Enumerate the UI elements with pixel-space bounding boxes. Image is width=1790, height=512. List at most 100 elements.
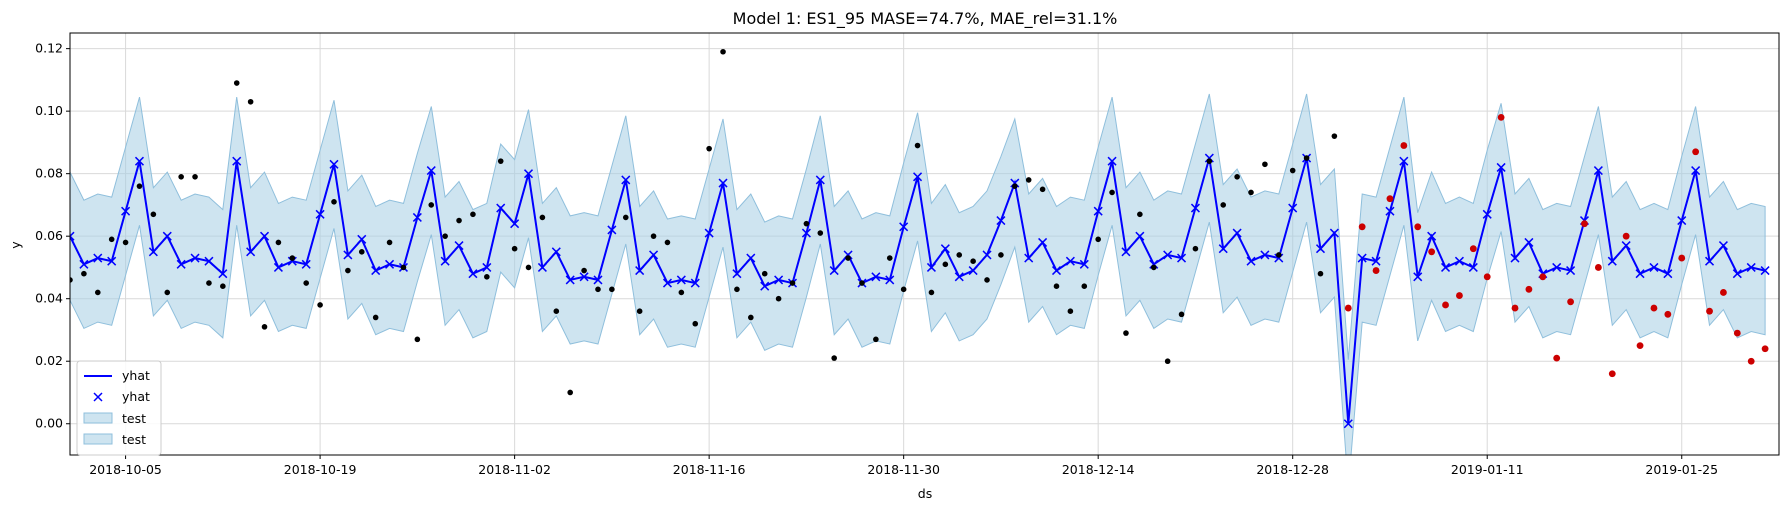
actual-point	[748, 314, 754, 321]
yhat-marker	[885, 275, 895, 285]
actual-point	[984, 277, 990, 283]
yhat-marker	[649, 250, 659, 260]
yhat-marker	[1329, 228, 1339, 238]
legend-label-test-1: test	[122, 411, 146, 426]
yhat-marker	[718, 178, 728, 188]
actual-point	[1248, 189, 1254, 196]
test-point	[1442, 301, 1449, 309]
actual-point	[609, 286, 615, 293]
y-axis: 0.00 0.02 0.04 0.06 0.08 0.10 0.12	[35, 41, 70, 431]
actual-point	[372, 314, 379, 321]
actual-point	[261, 324, 268, 330]
yhat-marker	[676, 275, 686, 285]
legend-band-swatch-1	[83, 412, 113, 424]
yhat-marker	[801, 228, 811, 238]
test-point	[1414, 223, 1422, 231]
actual-point	[817, 230, 824, 236]
actual-point	[1053, 283, 1060, 290]
y-tick-label: 0.10	[35, 103, 63, 118]
x-tick-label: 2019-01-25	[1645, 462, 1718, 477]
yhat-marker	[1607, 256, 1617, 266]
actual-point	[900, 286, 907, 293]
test-point	[1511, 304, 1519, 312]
yhat-marker	[871, 272, 881, 282]
yhat-marker	[760, 281, 770, 291]
yhat-marker	[982, 250, 992, 260]
test-point	[1664, 310, 1672, 318]
yhat-marker	[482, 262, 492, 272]
yhat-marker	[551, 247, 561, 257]
actual-point	[942, 261, 949, 268]
actual-point	[303, 280, 310, 286]
yhat-marker	[1454, 256, 1464, 266]
confidence-band	[70, 93, 1766, 455]
actual-point	[1317, 270, 1324, 277]
actual-point	[94, 289, 101, 296]
actual-point	[1206, 158, 1213, 164]
actual-point	[150, 211, 157, 218]
actual-point	[247, 98, 254, 105]
actual-point	[1137, 211, 1143, 218]
actual-point	[914, 142, 921, 149]
yhat-marker	[1732, 269, 1742, 279]
yhat-marker	[1371, 256, 1381, 266]
yhat-marker	[1024, 253, 1034, 263]
actual-point	[386, 239, 393, 246]
yhat-marker	[1065, 256, 1075, 266]
y-tick-label: 0.04	[35, 291, 63, 306]
yhat-marker	[954, 272, 964, 282]
yhat-marker	[1399, 156, 1409, 166]
yhat-marker	[1593, 166, 1603, 176]
actual-point	[928, 289, 935, 296]
actual-point	[233, 80, 240, 86]
test-point	[1400, 142, 1408, 149]
yhat-marker	[440, 256, 450, 266]
yhat-marker	[218, 269, 228, 279]
actual-point	[692, 320, 699, 327]
yhat-marker	[690, 278, 700, 288]
yhat-marker	[1135, 231, 1145, 241]
actual-point	[636, 308, 643, 315]
x-tick-label: 2018-12-28	[1256, 462, 1329, 477]
yhat-marker	[1232, 228, 1242, 238]
yhat-marker	[70, 231, 75, 241]
actual-point	[1164, 358, 1171, 365]
yhat-marker	[1051, 266, 1062, 276]
actual-point	[317, 302, 323, 308]
actual-point	[761, 270, 768, 277]
legend-label-yhat-marker: yhat	[122, 389, 150, 404]
yhat-marker	[426, 166, 436, 176]
yhat-marker	[371, 266, 381, 276]
test-point	[1622, 232, 1630, 240]
actual-point	[428, 202, 435, 208]
actual-point	[1262, 161, 1268, 168]
yhat-marker	[537, 262, 547, 272]
yhat-marker	[385, 259, 395, 269]
yhat-marker	[1524, 237, 1534, 247]
actual-point	[664, 239, 671, 246]
yhat-marker	[1704, 256, 1715, 266]
test-point	[1581, 220, 1588, 228]
actual-point	[1331, 133, 1338, 139]
actual-point	[1067, 308, 1074, 315]
test-point	[1497, 114, 1505, 121]
yhat-marker	[273, 262, 283, 272]
yhat-marker	[1385, 206, 1395, 216]
x-tick-label: 2018-11-16	[673, 462, 746, 477]
yhat-marker	[510, 219, 520, 229]
yhat-marker	[343, 250, 353, 260]
yhat-marker	[1468, 262, 1478, 272]
actual-point	[1192, 245, 1199, 252]
actual-point	[539, 214, 546, 221]
actual-point	[1109, 189, 1115, 196]
yhat-marker	[1510, 253, 1520, 263]
yhat-marker	[121, 206, 131, 216]
yhat-marker	[412, 212, 422, 222]
yhat-marker	[1677, 216, 1687, 226]
yhat-marker	[1163, 250, 1173, 260]
x-tick-label: 2018-11-30	[867, 462, 940, 477]
actual-point	[345, 267, 351, 274]
x-axis-label: ds	[918, 486, 932, 501]
actual-point	[192, 173, 198, 180]
actual-point	[553, 308, 560, 315]
